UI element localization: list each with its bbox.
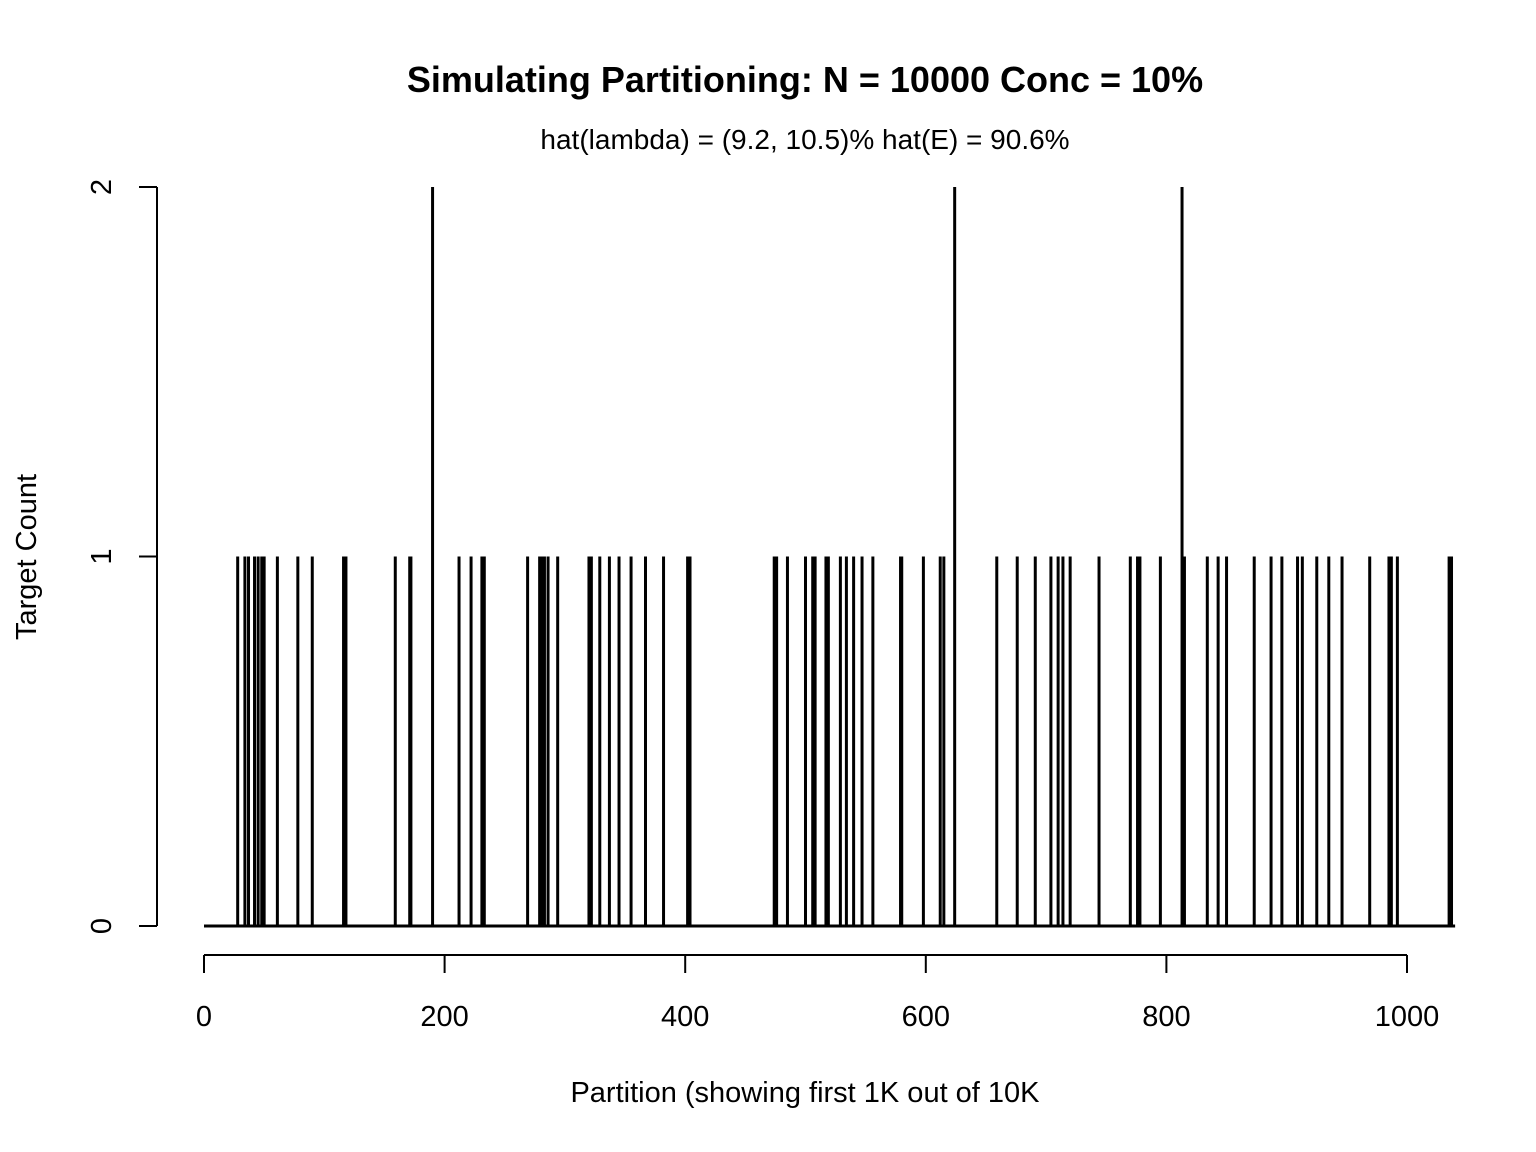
- y-tick-label: 2: [86, 179, 118, 195]
- y-axis: 0 1 2: [86, 179, 158, 934]
- x-axis: 0 200 400 600 800 1000: [196, 954, 1440, 1033]
- chart-title: Simulating Partitioning: N = 10000 Conc …: [407, 59, 1203, 100]
- x-tick-label: 800: [1142, 1001, 1190, 1033]
- x-tick-label: 1000: [1375, 1001, 1440, 1033]
- y-tick-label: 1: [86, 548, 118, 564]
- y-tick-label: 0: [86, 918, 118, 934]
- x-tick-label: 200: [420, 1001, 468, 1033]
- x-tick-label: 600: [902, 1001, 950, 1033]
- x-tick-label: 0: [196, 1001, 212, 1033]
- x-tick-label: 400: [661, 1001, 709, 1033]
- y-axis-label: Target Count: [11, 474, 43, 640]
- chart-subtitle: hat(lambda) = (9.2, 10.5)% hat(E) = 90.6…: [540, 124, 1069, 155]
- x-axis-label: Partition (showing first 1K out of 10K: [570, 1077, 1040, 1109]
- spike-series: [204, 187, 1456, 928]
